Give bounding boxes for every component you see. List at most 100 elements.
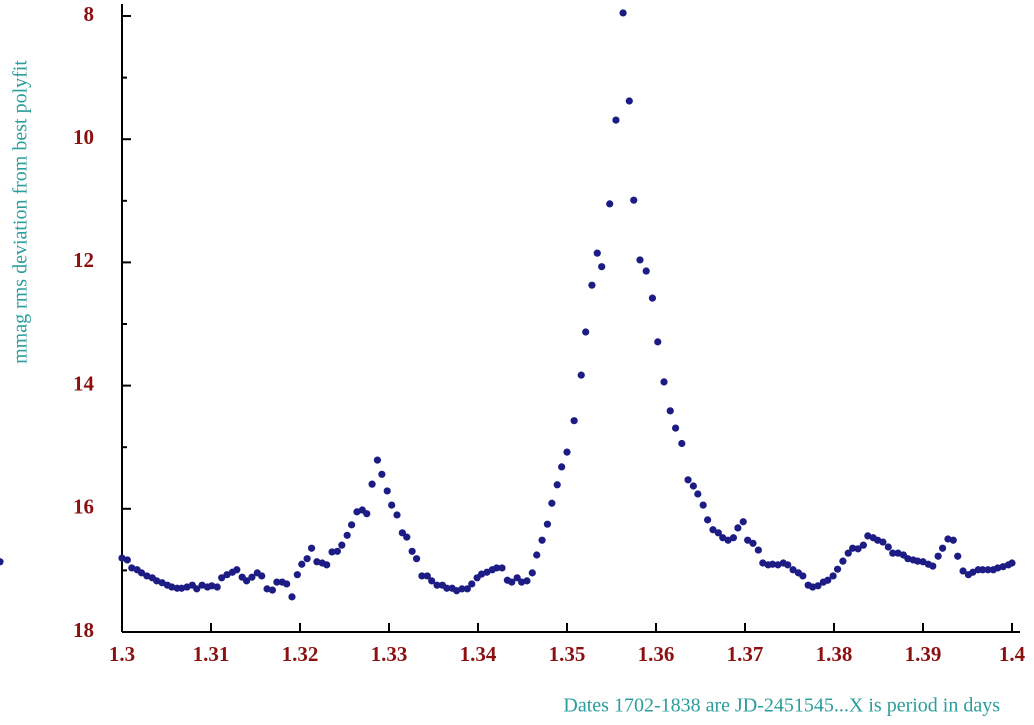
point (729, 534, 738, 542)
point (694, 490, 702, 498)
point (959, 567, 967, 575)
point (508, 578, 516, 586)
point (463, 585, 471, 593)
point (768, 560, 777, 568)
point (213, 583, 221, 591)
point (612, 116, 620, 124)
point (498, 564, 506, 572)
point (839, 557, 847, 565)
y-tick-label: 16 (73, 495, 94, 519)
point (570, 417, 578, 425)
point (123, 556, 131, 564)
point (493, 564, 501, 572)
y-tick-label: 8 (84, 2, 95, 26)
point (328, 548, 336, 556)
point (889, 549, 897, 557)
point (879, 538, 887, 546)
point (388, 501, 396, 509)
point (724, 536, 732, 544)
point (684, 476, 692, 484)
x-tick-label: 1.39 (905, 642, 942, 666)
point (0, 558, 4, 566)
point (593, 249, 601, 257)
x-tick-label: 1.32 (282, 642, 319, 666)
point (984, 566, 992, 574)
point (403, 533, 411, 541)
y-tick-label: 12 (73, 248, 94, 272)
point (368, 480, 376, 488)
point (979, 566, 987, 574)
point (483, 568, 491, 576)
point (323, 561, 331, 569)
point (363, 510, 371, 518)
y-axis-title: mmag rms deviation from best polyfit (10, 60, 32, 364)
point (654, 338, 662, 346)
point (630, 196, 638, 204)
point (689, 482, 697, 490)
point (666, 407, 674, 415)
point (303, 555, 311, 563)
point (969, 568, 977, 576)
point (393, 511, 401, 519)
x-tick-label: 1.37 (727, 642, 764, 666)
point (528, 569, 536, 577)
point (338, 541, 346, 549)
point (938, 544, 947, 552)
point (523, 577, 531, 585)
point (293, 571, 301, 579)
point (749, 539, 757, 547)
point (799, 572, 807, 580)
point (373, 456, 382, 464)
point (619, 9, 627, 17)
point (854, 545, 862, 553)
point (412, 555, 421, 563)
point (934, 552, 942, 560)
point (709, 526, 717, 534)
point (849, 544, 857, 552)
point (283, 580, 291, 588)
point (582, 328, 590, 336)
point (660, 378, 668, 386)
x-tick-label: 1.3 (109, 642, 135, 666)
point (678, 439, 686, 448)
point (538, 536, 546, 544)
y-tick-label: 10 (73, 125, 94, 149)
point (739, 518, 747, 526)
point (408, 547, 416, 555)
point (218, 574, 226, 582)
point (233, 566, 241, 574)
point (398, 529, 406, 537)
point (671, 424, 680, 432)
point (844, 549, 852, 557)
point (588, 281, 596, 289)
point (789, 566, 797, 574)
x-tick-label: 1.4 (999, 642, 1026, 666)
point (443, 584, 451, 592)
point (699, 501, 707, 509)
point (288, 593, 296, 601)
point (428, 577, 436, 585)
point (714, 529, 722, 537)
point (1008, 559, 1016, 567)
x-tick-label: 1.35 (549, 642, 586, 666)
point (824, 576, 832, 584)
point (158, 579, 166, 587)
point (423, 572, 431, 580)
point (268, 586, 277, 594)
x-tick-label: 1.36 (638, 642, 675, 666)
point (833, 565, 842, 573)
x-axis-title: Dates 1702-1838 are JD-2451545...X is pe… (563, 695, 1000, 717)
point (553, 481, 561, 489)
point (243, 577, 251, 585)
point (734, 524, 742, 532)
y-tick-label: 14 (73, 371, 95, 395)
point (433, 581, 441, 589)
point (348, 521, 356, 529)
point (418, 572, 426, 580)
point (533, 551, 541, 559)
point (784, 561, 792, 569)
point (513, 574, 521, 582)
point (744, 536, 752, 544)
y-tick-label: 18 (73, 618, 94, 642)
